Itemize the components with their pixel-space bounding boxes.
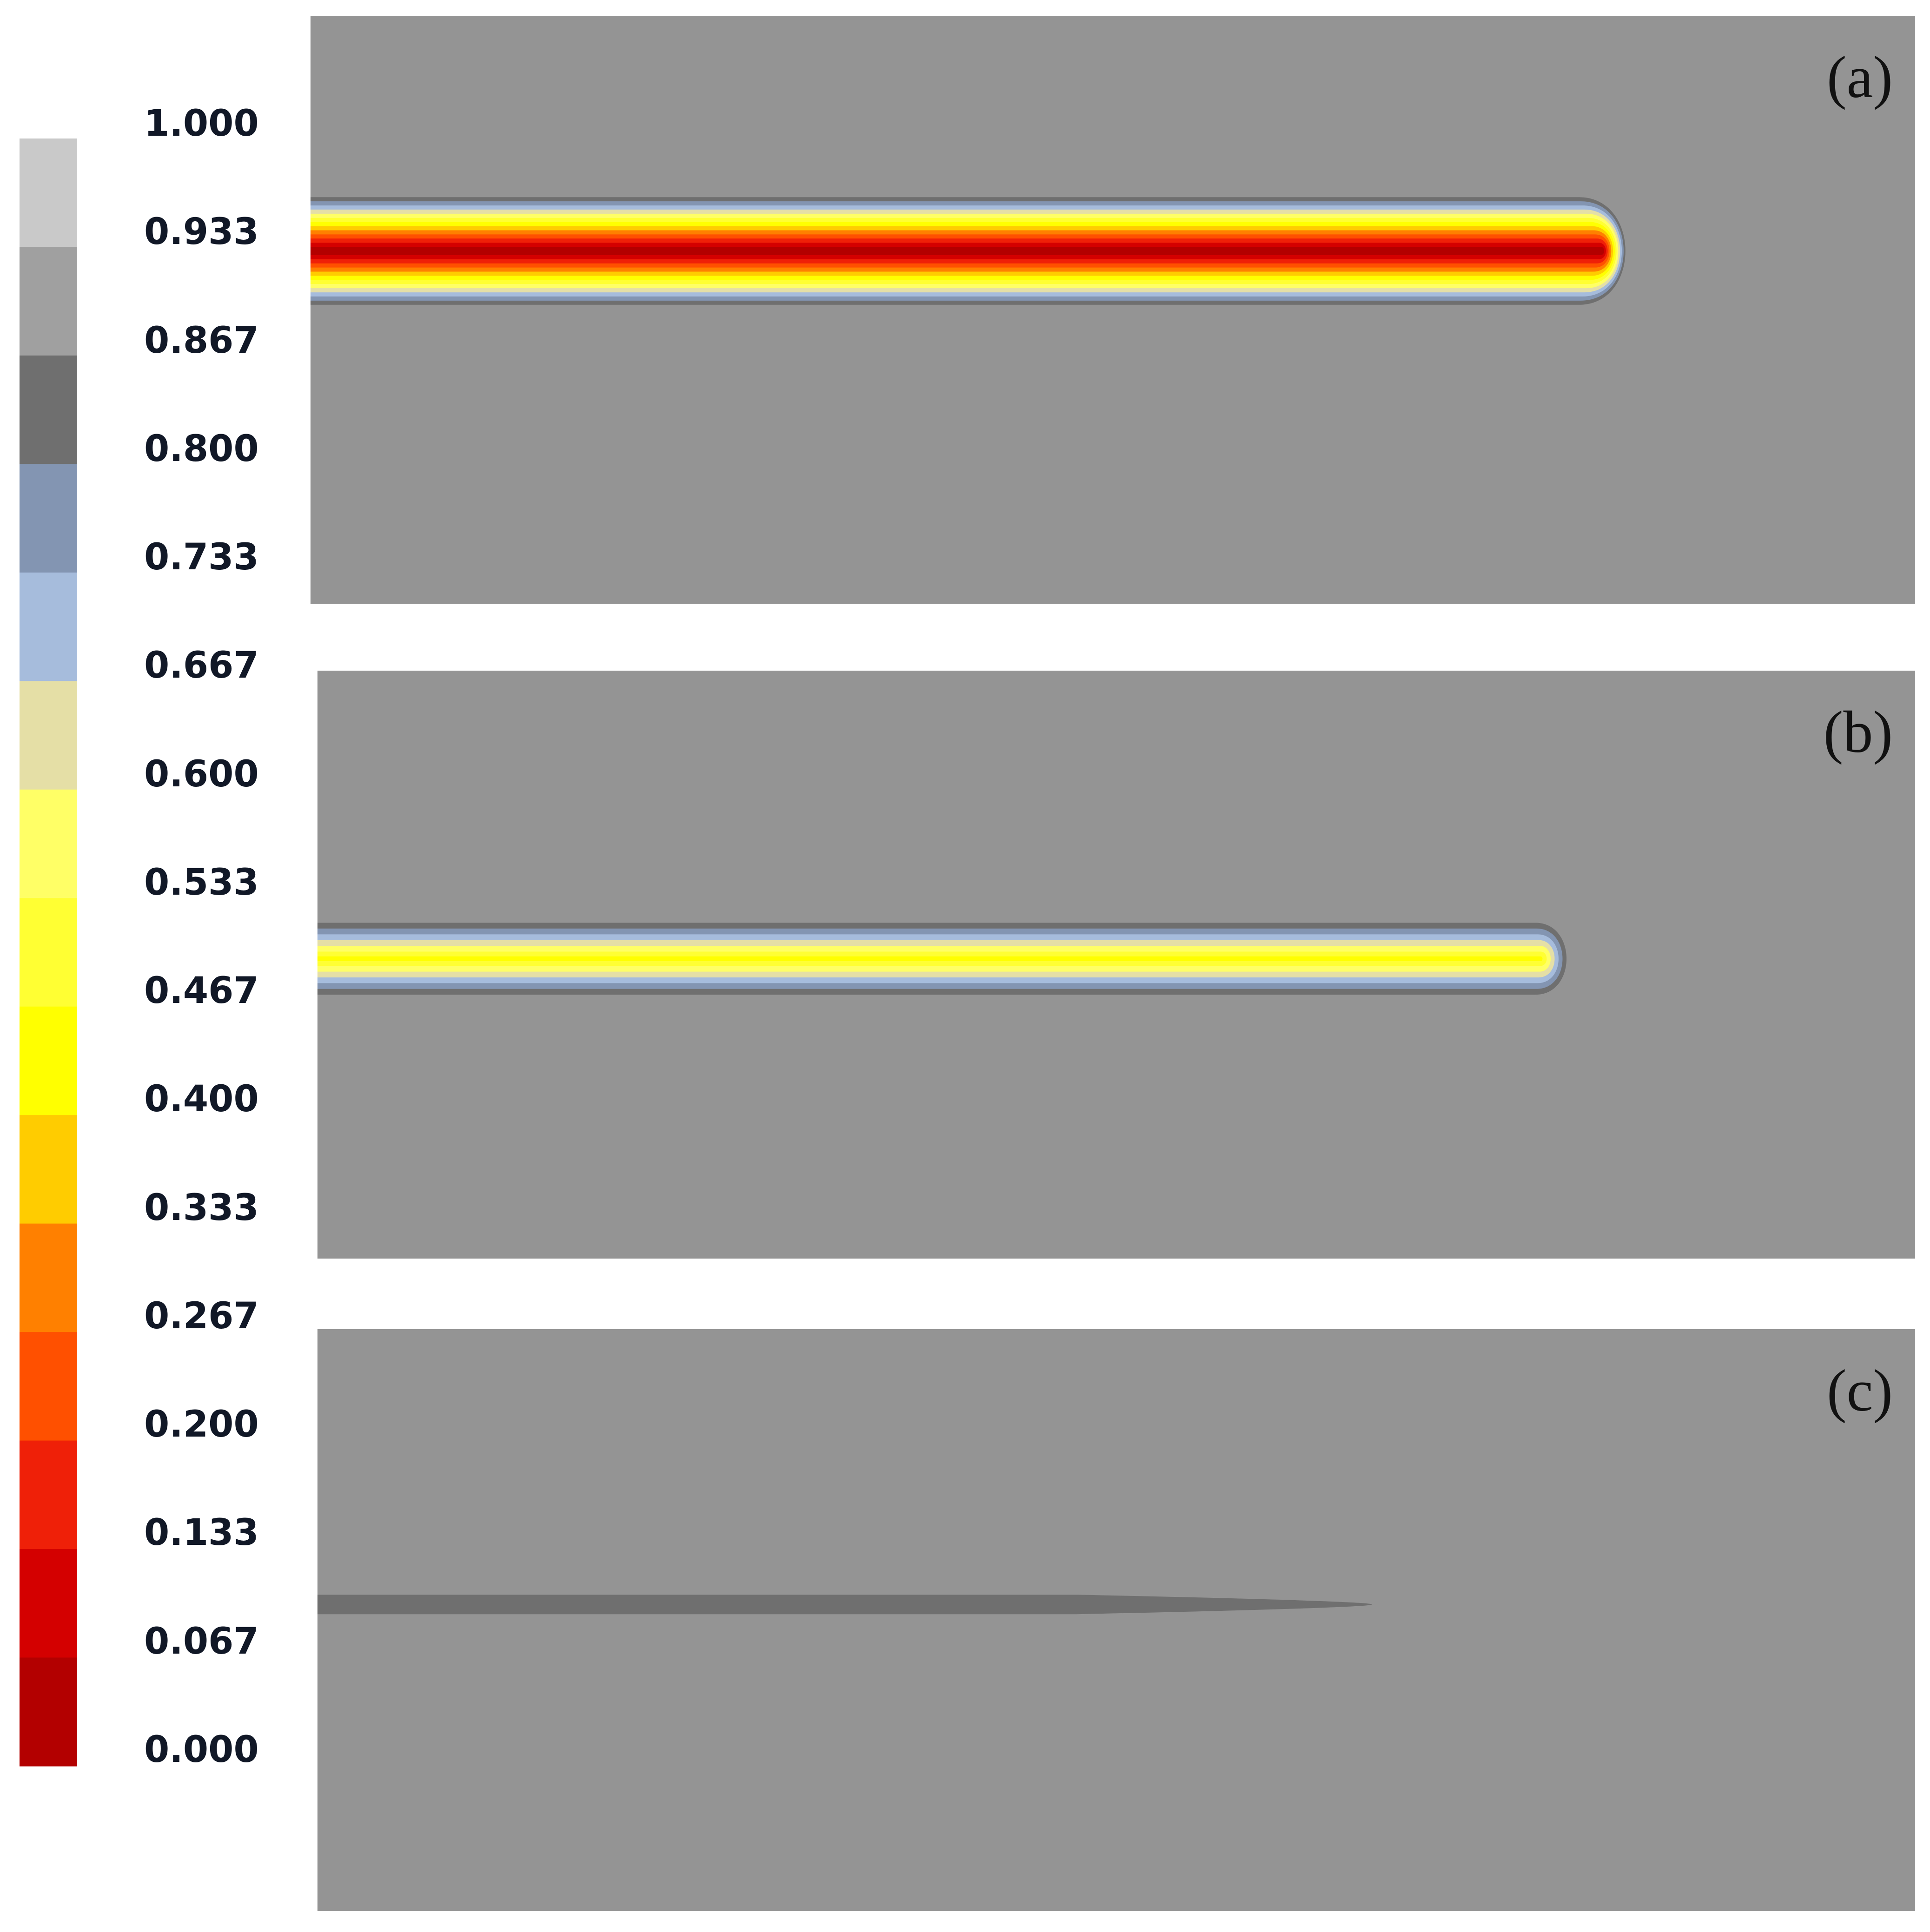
panel-a: (a)	[311, 16, 1915, 604]
colorbar-tick-label: 0.133	[144, 1512, 259, 1554]
colorbar-tick-label: 0.000	[144, 1729, 259, 1771]
panel-c-plume	[317, 1595, 1372, 1615]
colorbar-segment	[20, 898, 77, 1007]
panel-b: (b)	[317, 671, 1915, 1259]
panel-a-plume	[311, 197, 1626, 305]
colorbar-tick-label: 0.400	[144, 1078, 259, 1121]
colorbar-tick-label: 0.333	[144, 1187, 259, 1229]
panel-c: (c)	[317, 1329, 1915, 1911]
colorbar-segment	[20, 1332, 77, 1441]
colorbar-segment	[20, 1115, 77, 1224]
colorbar-tick-label: 0.733	[144, 536, 259, 579]
colorbar-segment	[20, 464, 77, 573]
colorbar-segment	[20, 572, 77, 681]
colorbar-segment	[20, 247, 77, 356]
colorbar-scale	[20, 138, 77, 1767]
colorbar-segment	[20, 1657, 77, 1767]
colorbar-tick-label: 0.933	[144, 211, 259, 253]
colorbar-tick-label: 0.533	[144, 861, 259, 903]
colorbar-tick-label: 0.867	[144, 319, 259, 362]
colorbar-tick-label: 0.067	[144, 1620, 259, 1662]
colorbar-segment	[20, 1006, 77, 1115]
colorbar-segment	[20, 789, 77, 898]
colorbar-tick-label: 0.800	[144, 428, 259, 470]
panel-b-plume	[317, 923, 1567, 995]
colorbar-segment	[20, 355, 77, 464]
colorbar-tick-label: 0.600	[144, 753, 259, 795]
colorbar-segment	[20, 1440, 77, 1550]
plume-contour-band	[317, 1595, 1372, 1615]
colorbar-tick-label: 0.200	[144, 1404, 259, 1446]
colorbar-tick-label: 0.667	[144, 645, 259, 687]
colorbar-tick-label: 1.000	[144, 103, 259, 145]
panel-b-label: (b)	[1823, 699, 1893, 765]
colorbar: 1.000 0.933 0.867 0.800 0.733 0.667 0.600 0.533…	[0, 0, 288, 1930]
colorbar-segment	[20, 138, 77, 248]
panel-a-label: (a)	[1826, 44, 1893, 110]
plume-contour-band	[317, 956, 1543, 961]
colorbar-segment	[20, 681, 77, 790]
colorbar-tick-label: 0.267	[144, 1295, 259, 1337]
colorbar-segment	[20, 1549, 77, 1658]
colorbar-segment	[20, 1223, 77, 1332]
plume-contour-band	[311, 247, 1605, 255]
colorbar-tick-label: 0.467	[144, 970, 259, 1012]
panel-c-label: (c)	[1826, 1358, 1893, 1424]
